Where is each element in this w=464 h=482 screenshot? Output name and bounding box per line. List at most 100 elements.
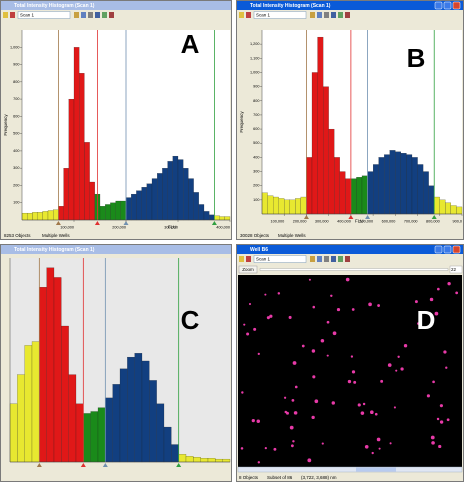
cell-dot [291, 444, 294, 447]
cell-dot [292, 440, 294, 442]
histogram-bar [147, 184, 152, 220]
histogram-bar [61, 326, 68, 462]
histogram-bar [201, 458, 208, 462]
cell-dot [395, 370, 397, 372]
cell-dot [375, 413, 378, 416]
toolbar-icon[interactable] [317, 12, 322, 18]
cell-dot [380, 380, 383, 383]
x-tick-label: 400,000 [337, 220, 351, 224]
histogram-bar [329, 129, 335, 214]
histogram-bar [131, 194, 136, 220]
cell-dot [278, 292, 280, 294]
toolbar-icon[interactable] [3, 12, 8, 18]
y-tick-label: 800 [13, 80, 19, 84]
y-tick-label: 400 [253, 155, 259, 159]
histogram-bar [39, 287, 46, 462]
cell-dot [361, 411, 365, 415]
histogram-bar [64, 168, 69, 220]
window-button[interactable] [444, 2, 451, 9]
toolbar-icon[interactable] [317, 256, 322, 262]
histogram-bar [345, 179, 351, 214]
cell-dot [312, 349, 315, 352]
toolbar-icon[interactable] [331, 12, 336, 18]
window-button[interactable] [444, 246, 451, 253]
toolbar-icon[interactable] [95, 12, 100, 18]
histogram-bar [152, 179, 157, 220]
y-tick-label: 100 [13, 201, 19, 205]
window-button[interactable] [435, 2, 442, 9]
toolbar-icon[interactable] [345, 12, 350, 18]
histogram-bar [136, 191, 141, 220]
histogram-bar [214, 216, 219, 220]
histogram-bar [290, 200, 296, 214]
toolbar-icon[interactable] [246, 256, 251, 262]
cell-dot [445, 367, 447, 369]
status-text: Subset of 86 [267, 475, 293, 480]
toolbar-icon[interactable] [239, 12, 244, 18]
cell-dot [388, 363, 392, 367]
toolbar-icon[interactable] [345, 256, 350, 262]
toolbar-icon[interactable] [109, 12, 114, 18]
toolbar-icon[interactable] [324, 256, 329, 262]
toolbar-icon[interactable] [310, 256, 315, 262]
histogram-bar [194, 192, 199, 220]
close-button[interactable] [453, 2, 460, 9]
histogram-bar [173, 156, 178, 220]
histogram-bar [418, 164, 424, 214]
toolbar-icon[interactable] [338, 256, 343, 262]
toolbar-icon[interactable] [239, 256, 244, 262]
x-axis-label: FLU [168, 225, 177, 230]
histogram-bar [390, 150, 396, 214]
x-tick-label: 900,0 [452, 220, 462, 224]
cell-dot [273, 448, 276, 451]
toolbar-icon[interactable] [81, 12, 86, 18]
cell-dot [257, 419, 260, 422]
cell-dot [330, 295, 332, 297]
histogram-bar [440, 200, 446, 214]
scrollbar[interactable] [238, 467, 462, 472]
histogram-bar [318, 37, 324, 214]
cell-dot [377, 304, 380, 307]
toolbar-icon[interactable] [10, 12, 15, 18]
close-button[interactable] [453, 246, 460, 253]
y-tick-label: 700 [253, 113, 259, 117]
title-bar [237, 245, 463, 254]
histogram-bar [84, 142, 89, 220]
cell-dot [252, 419, 255, 422]
x-tick-label: 800,000 [426, 220, 440, 224]
cell-dot [363, 403, 365, 405]
histogram-bar [301, 197, 307, 214]
toolbar-icon[interactable] [310, 12, 315, 18]
window-title: Well B6 [250, 247, 268, 253]
cell-dot [290, 426, 294, 430]
scroll-thumb[interactable] [356, 468, 396, 472]
toolbar-icon[interactable] [338, 12, 343, 18]
histogram-bar [127, 357, 134, 462]
toolbar-icon[interactable] [88, 12, 93, 18]
histogram-bar [142, 361, 149, 462]
scan-select-text: Scan 1 [256, 12, 271, 17]
toolbar-icon[interactable] [331, 256, 336, 262]
toolbar-icon[interactable] [246, 12, 251, 18]
zoom-value: 22 [451, 267, 457, 272]
zoom-slider[interactable] [260, 269, 448, 271]
histogram-bar [157, 173, 162, 220]
histogram-bar [183, 168, 188, 220]
histogram-bar [225, 217, 230, 220]
toolbar-icon[interactable] [102, 12, 107, 18]
cell-dot [312, 375, 315, 378]
y-tick-label: 200 [13, 183, 19, 187]
page: {"panels": [ {"letter": "A", "window_tit… [0, 0, 464, 482]
histogram-bar [22, 213, 27, 220]
toolbar-icon[interactable] [74, 12, 79, 18]
cell-dot [285, 411, 288, 414]
zoom-label: Zoom [242, 267, 254, 272]
histogram-bar [168, 161, 173, 220]
histogram-bar [284, 200, 290, 214]
x-tick-label: 400,000 [216, 226, 230, 230]
x-axis-label: FLU [355, 219, 364, 224]
window-button[interactable] [435, 246, 442, 253]
histogram-bar [90, 182, 95, 220]
toolbar-icon[interactable] [324, 12, 329, 18]
y-tick-label: 1,200 [250, 42, 260, 46]
